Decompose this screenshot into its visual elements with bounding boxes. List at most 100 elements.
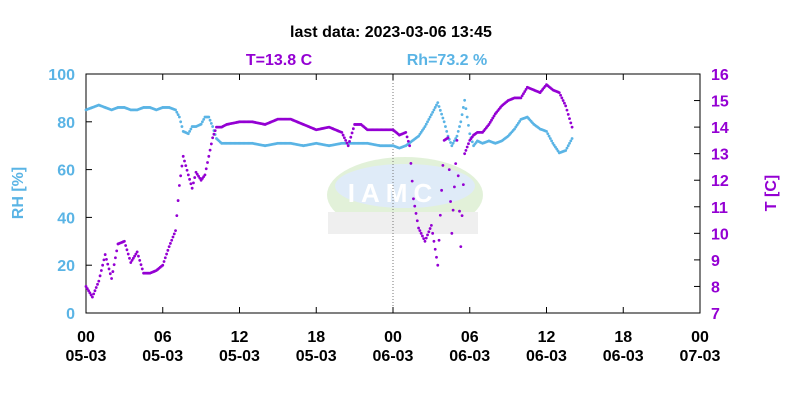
data-point xyxy=(414,212,418,215)
data-point xyxy=(546,132,550,136)
y-left-tick-label: 40 xyxy=(57,210,75,227)
data-point xyxy=(110,277,113,280)
data-point xyxy=(550,139,554,143)
x-tick-time-label: 18 xyxy=(307,329,325,346)
data-point xyxy=(406,139,410,143)
y-right-tick-label: 11 xyxy=(711,200,728,217)
y-left-tick-label: 100 xyxy=(48,67,75,84)
data-point xyxy=(179,174,183,178)
data-point xyxy=(184,164,188,168)
data-point xyxy=(342,136,346,140)
data-point xyxy=(85,287,89,290)
data-point xyxy=(348,140,351,143)
data-point xyxy=(450,231,454,235)
data-point xyxy=(174,229,177,233)
data-point xyxy=(107,267,111,271)
series-layer xyxy=(84,83,574,299)
data-point xyxy=(464,107,468,111)
data-point xyxy=(470,140,474,144)
data-point xyxy=(565,108,569,112)
data-point xyxy=(410,179,414,183)
data-point xyxy=(180,164,184,168)
data-point xyxy=(167,245,171,249)
data-point xyxy=(559,93,562,97)
data-point xyxy=(468,132,472,136)
watermark-ellipse-inner xyxy=(335,164,475,208)
data-point xyxy=(183,159,186,163)
data-point xyxy=(111,270,115,273)
data-point xyxy=(188,129,192,133)
data-point xyxy=(138,259,142,262)
data-point xyxy=(458,125,461,128)
data-point xyxy=(460,113,464,117)
data-point xyxy=(492,114,496,118)
data-point xyxy=(467,142,470,146)
data-point xyxy=(162,260,166,263)
data-point xyxy=(438,213,442,217)
data-point xyxy=(106,262,110,266)
data-point xyxy=(463,98,467,102)
data-point xyxy=(445,129,449,133)
data-point xyxy=(569,139,573,143)
data-point xyxy=(523,90,527,93)
data-point xyxy=(547,134,551,138)
data-point xyxy=(427,118,431,121)
data-point xyxy=(424,122,428,126)
data-point xyxy=(435,103,438,107)
x-tick-time-label: 12 xyxy=(538,329,556,346)
series-rh xyxy=(84,98,574,155)
data-point xyxy=(570,137,574,140)
rh-readout: Rh=73.2 % xyxy=(407,52,487,69)
y-left-label: RH [%] xyxy=(10,167,27,219)
data-point xyxy=(453,185,456,189)
y-right-tick-label: 13 xyxy=(711,147,729,164)
data-point xyxy=(108,272,112,276)
data-point xyxy=(565,146,569,150)
data-point xyxy=(163,256,167,260)
data-point xyxy=(88,291,92,295)
data-point xyxy=(419,231,423,235)
data-point xyxy=(172,232,176,236)
data-point xyxy=(454,162,458,166)
y-right-tick-label: 8 xyxy=(711,279,720,296)
data-point xyxy=(185,168,189,172)
data-point xyxy=(449,141,452,144)
data-point xyxy=(186,132,190,136)
x-tick-time-label: 00 xyxy=(77,329,95,346)
data-point xyxy=(208,118,212,122)
data-point xyxy=(428,115,432,119)
data-point xyxy=(408,144,412,148)
y-right-tick-label: 12 xyxy=(711,173,729,190)
x-tick-time-label: 00 xyxy=(384,329,402,346)
data-point xyxy=(105,257,108,261)
data-point xyxy=(197,174,200,178)
data-point xyxy=(453,139,456,143)
data-point xyxy=(115,249,119,253)
data-point xyxy=(561,99,565,102)
data-point xyxy=(438,108,442,112)
data-point xyxy=(455,138,459,142)
data-point xyxy=(161,263,165,267)
data-point xyxy=(213,129,217,133)
data-point xyxy=(128,256,131,260)
data-point xyxy=(409,162,413,165)
data-point xyxy=(112,263,116,267)
data-point xyxy=(340,131,344,134)
data-point xyxy=(199,122,203,126)
data-point xyxy=(122,239,126,243)
data-point xyxy=(426,233,429,237)
data-point xyxy=(566,144,570,148)
data-point xyxy=(102,258,106,262)
data-point xyxy=(174,108,177,112)
data-point xyxy=(179,120,183,124)
y-right-label: T [C] xyxy=(763,175,780,211)
data-point xyxy=(545,129,548,133)
data-point xyxy=(137,254,140,258)
data-point xyxy=(449,200,452,203)
data-point xyxy=(98,274,102,278)
data-point xyxy=(460,214,464,218)
y-right-tick-label: 16 xyxy=(711,67,729,84)
data-point xyxy=(519,96,523,100)
data-point xyxy=(349,135,353,139)
